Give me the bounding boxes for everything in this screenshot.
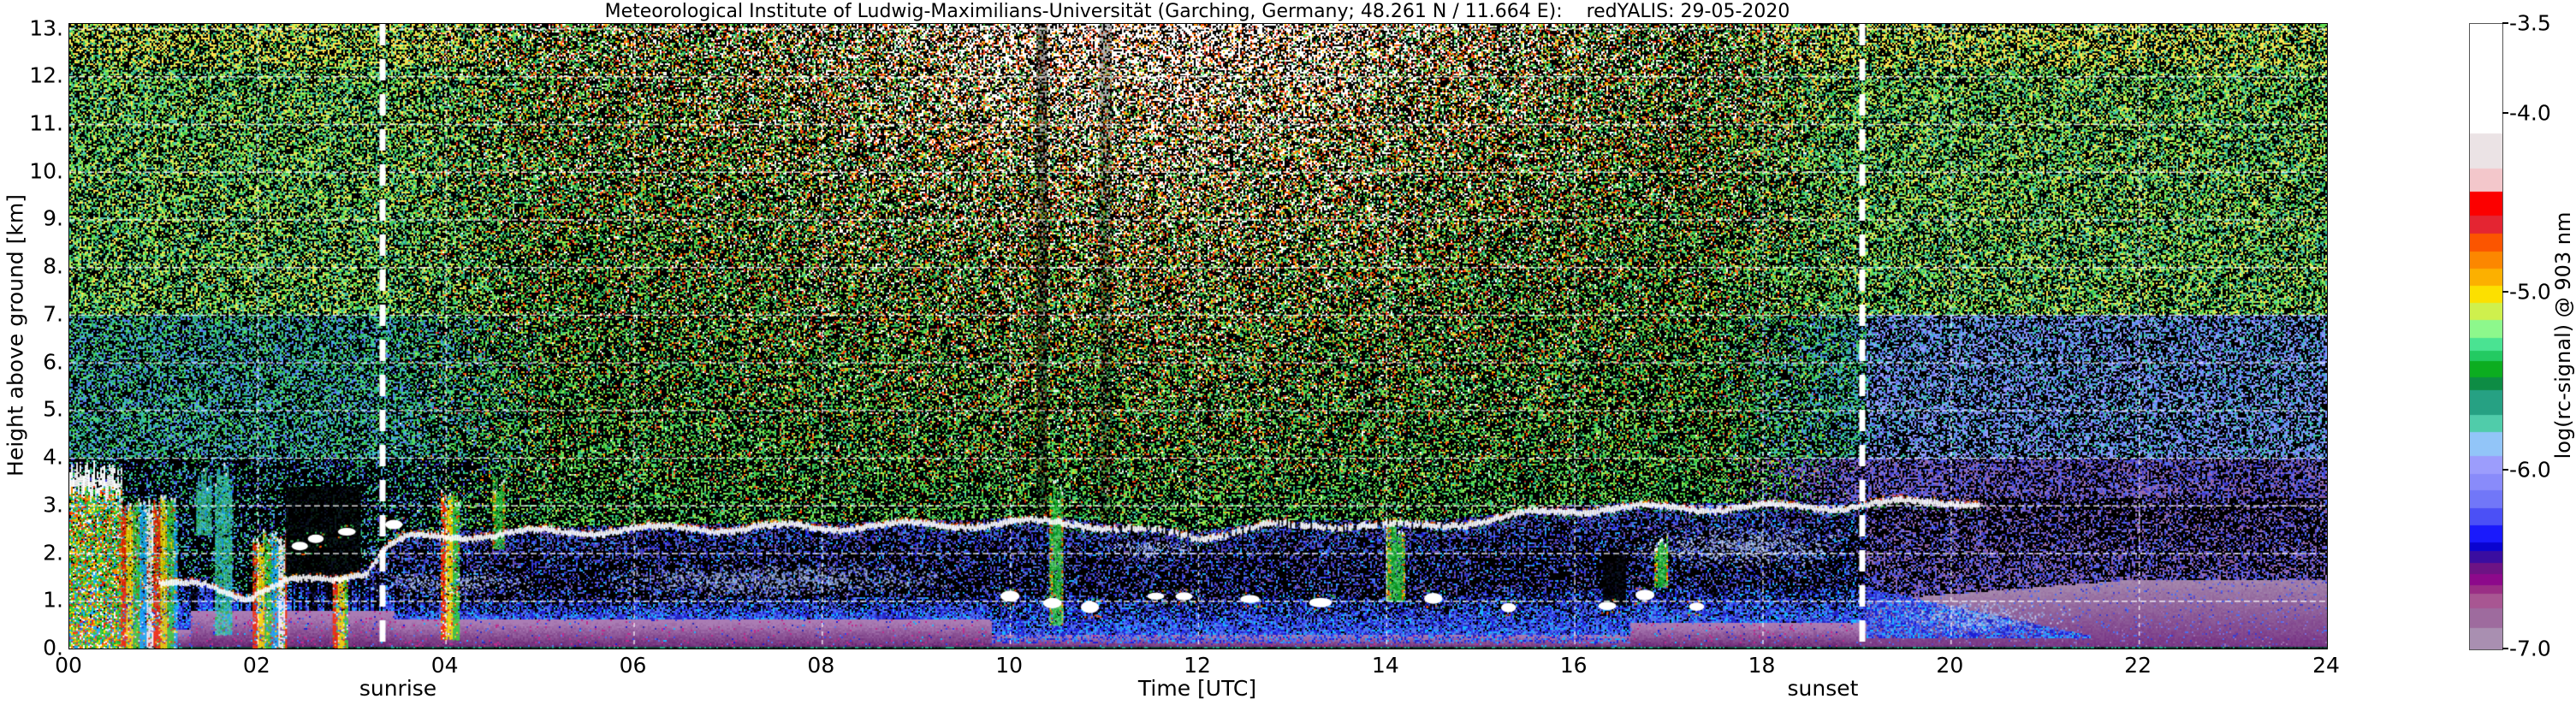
y-tick-label: 13. xyxy=(29,15,63,41)
colorbar-tick-label: -4.0 xyxy=(2509,100,2551,126)
x-tick-label: 14 xyxy=(1371,653,1399,678)
lidar-heatmap-canvas xyxy=(69,24,2327,649)
x-tick-label: 12 xyxy=(1184,653,1211,678)
colorbar-tick-mark xyxy=(2502,468,2508,471)
colorbar-tick-label: -3.5 xyxy=(2509,10,2551,36)
x-tick-label: 00 xyxy=(55,653,82,678)
x-tick-label: 06 xyxy=(619,653,647,678)
x-tick-label: 08 xyxy=(807,653,835,678)
colorbar xyxy=(2469,23,2503,650)
y-axis-label: Height above ground [km] xyxy=(3,194,28,477)
y-tick-label: 4. xyxy=(43,444,63,470)
y-tick-label: 0. xyxy=(43,635,63,661)
x-tick-label: 24 xyxy=(2312,653,2340,678)
colorbar-label: log(rc-signal) @ 903 nm xyxy=(2551,211,2575,459)
x-tick-label: 16 xyxy=(1559,653,1588,678)
y-tick-label: 1. xyxy=(43,587,63,613)
y-tick-label: 9. xyxy=(43,205,63,231)
sunset-label: sunset xyxy=(1787,676,1859,701)
colorbar-tick-mark xyxy=(2502,22,2508,24)
x-tick-label: 04 xyxy=(430,653,459,678)
y-tick-label: 8. xyxy=(43,253,63,279)
x-tick-label: 10 xyxy=(995,653,1024,678)
figure-title: Meteorological Institute of Ludwig-Maxim… xyxy=(604,1,1790,22)
x-tick-label: 18 xyxy=(1748,653,1776,678)
y-tick-label: 10. xyxy=(29,158,63,184)
colorbar-tick-mark xyxy=(2502,290,2508,293)
x-tick-label: 20 xyxy=(1936,653,1964,678)
y-tick-label: 5. xyxy=(43,396,63,422)
sunrise-label: sunrise xyxy=(359,676,437,701)
y-tick-label: 7. xyxy=(43,301,63,327)
plot-area xyxy=(68,23,2328,649)
colorbar-tick-label: -6.0 xyxy=(2509,457,2551,483)
y-tick-label: 6. xyxy=(43,349,63,375)
y-tick-label: 11. xyxy=(29,110,63,136)
colorbar-canvas xyxy=(2470,24,2502,649)
x-axis-label: Time [UTC] xyxy=(1137,676,1257,701)
y-tick-label: 2. xyxy=(43,540,63,566)
x-tick-label: 22 xyxy=(2124,653,2152,678)
colorbar-tick-mark xyxy=(2502,648,2508,649)
colorbar-tick-label: -5.0 xyxy=(2509,279,2551,305)
y-tick-label: 12. xyxy=(29,62,63,88)
colorbar-tick-mark xyxy=(2502,111,2508,114)
x-tick-label: 02 xyxy=(242,653,270,678)
colorbar-tick-label: -7.0 xyxy=(2509,636,2551,661)
y-tick-label: 3. xyxy=(43,492,63,518)
